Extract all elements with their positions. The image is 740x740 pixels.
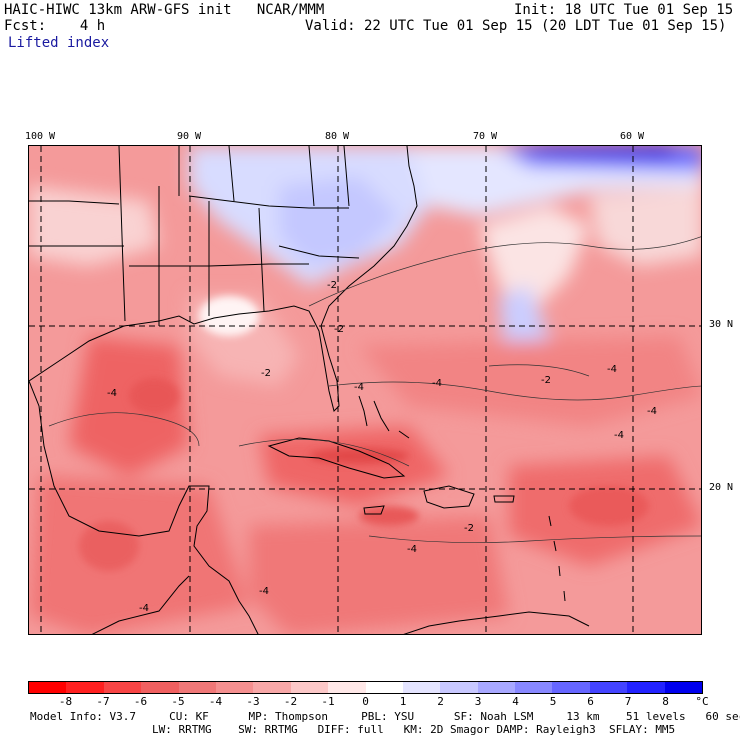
- lon-label-100w: 100 W: [24, 131, 56, 142]
- colorbar-unit: °C: [695, 695, 709, 708]
- colorbar-swatch: [627, 682, 665, 693]
- colorbar-swatch: [66, 682, 104, 693]
- colorbar-label: -6: [133, 695, 148, 708]
- colorbar-label: -2: [283, 695, 298, 708]
- colorbar-swatch: [515, 682, 553, 693]
- colorbar-swatch: [178, 682, 216, 693]
- lat-label-30n: 30 N: [709, 319, 734, 330]
- colorbar-label: 2: [437, 695, 444, 708]
- colorbar-label: 6: [587, 695, 594, 708]
- colorbar-label: -4: [208, 695, 223, 708]
- forecast-hour: Fcst: 4 h: [4, 18, 106, 34]
- colorbar-label: 1: [399, 695, 407, 708]
- colorbar-swatch: [328, 682, 366, 693]
- colorbar-label: 8: [662, 695, 669, 708]
- colorbar-swatch: [103, 682, 142, 693]
- contour-label-group: -2 -2 -2 -2 -4 -4 -4 -4 -4 -4 -2 -4 -4 -…: [107, 280, 657, 614]
- colorbar-swatch: [664, 682, 703, 693]
- lon-label-70w: 70 W: [472, 131, 498, 142]
- contour-label: -2: [261, 368, 271, 379]
- contour-label: -4: [614, 430, 624, 441]
- colorbar-swatch: [589, 682, 628, 693]
- colorbar-swatch: [402, 682, 441, 693]
- contour-lines: [48, 236, 701, 544]
- colorbar-swatch: [253, 682, 291, 693]
- contour-label: -4: [107, 388, 117, 399]
- contour-label: -4: [407, 544, 417, 555]
- contour-label: -4: [139, 603, 149, 614]
- model-info-line1: Model Info: V3.7 CU: KF MP: Thompson PBL…: [30, 710, 740, 723]
- contour-label: -4: [354, 382, 364, 393]
- colorbar: [28, 681, 703, 694]
- colorbar-swatch: [440, 682, 478, 693]
- contour-label: -2: [327, 280, 337, 291]
- lon-label-80w: 80 W: [324, 131, 350, 142]
- field-detail: [79, 296, 649, 571]
- colorbar-swatch: [477, 682, 516, 693]
- colorbar-label: -5: [171, 695, 185, 708]
- contour-label: -4: [647, 406, 657, 417]
- colorbar-swatch: [552, 682, 590, 693]
- colorbar-label: 4: [512, 695, 519, 708]
- contour-label: -4: [432, 378, 442, 389]
- colorbar-label: 3: [474, 695, 482, 708]
- lifted-index-map: -2 -2 -2 -2 -4 -4 -4 -4 -4 -4 -2 -4 -4 -…: [28, 145, 702, 635]
- colorbar-label: 7: [624, 695, 632, 708]
- colorbar-swatch: [290, 682, 329, 693]
- colorbar-label: 5: [549, 695, 557, 708]
- field-name: Lifted index: [8, 35, 110, 51]
- colorbar-swatch: [29, 682, 67, 693]
- colorbar-label: -1: [321, 695, 335, 708]
- contour-label: -2: [334, 324, 344, 335]
- contour-label: -4: [607, 364, 617, 375]
- colorbar-label: 0: [362, 695, 369, 708]
- model-title: HAIC-HIWC 13km ARW-GFS init NCAR/MMM: [4, 2, 325, 18]
- latlon-grid: [29, 146, 701, 634]
- contour-label: -2: [464, 523, 474, 534]
- colorbar-swatch: [365, 682, 403, 693]
- lon-label-60w: 60 W: [619, 131, 645, 142]
- colorbar-label: -8: [58, 695, 73, 708]
- contour-label: -2: [541, 375, 551, 386]
- lon-label-90w: 90 W: [176, 131, 202, 142]
- map-svg: -2 -2 -2 -2 -4 -4 -4 -4 -4 -4 -2 -4 -4 -…: [29, 146, 701, 634]
- valid-time: Valid: 22 UTC Tue 01 Sep 15 (20 LDT Tue …: [305, 18, 727, 34]
- colorbar-label: -3: [246, 695, 260, 708]
- colorbar-label: -7: [96, 695, 110, 708]
- colorbar-swatch: [215, 682, 254, 693]
- colorbar-swatch: [141, 682, 179, 693]
- init-time: Init: 18 UTC Tue 01 Sep 15: [514, 2, 734, 18]
- coastlines: [29, 146, 590, 634]
- lat-label-20n: 20 N: [709, 482, 734, 493]
- contour-label: -4: [259, 586, 269, 597]
- model-info-line2: LW: RRTMG SW: RRTMG DIFF: full KM: 2D Sm…: [152, 723, 676, 736]
